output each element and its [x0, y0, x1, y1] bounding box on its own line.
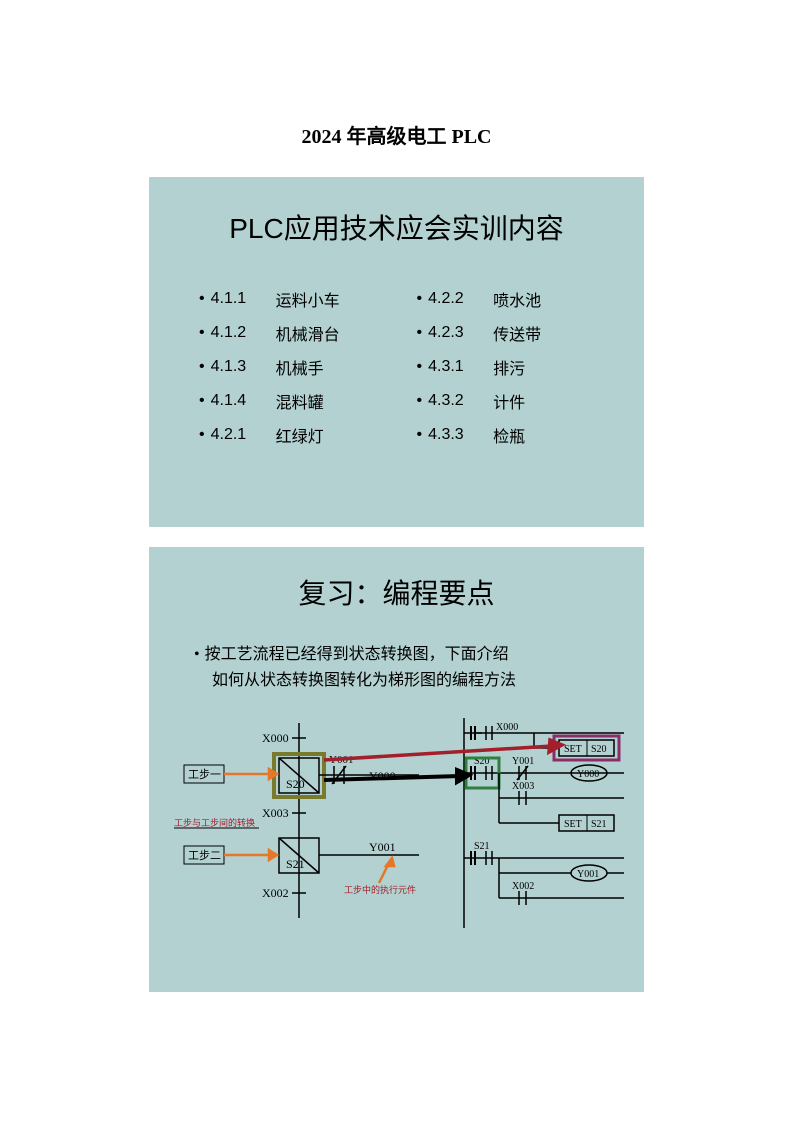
label-set-s20: SET	[564, 744, 582, 755]
label-set-s21-val: S21	[591, 819, 607, 830]
document-title: 2024 年高级电工 PLC	[95, 120, 698, 149]
toc-item: •4.3.1排污	[417, 350, 595, 384]
panel-review-desc: •按工艺流程已经得到状态转换图，下面介绍 如何从状态转换图转化为梯形图的编程方法	[174, 642, 619, 693]
label-y000-right: Y000	[577, 769, 599, 780]
panel-review: 复习：编程要点 •按工艺流程已经得到状态转换图，下面介绍 如何从状态转换图转化为…	[149, 547, 644, 992]
label-y001-right: Y001	[512, 756, 534, 767]
transition-annotation: 工步与工步间的转换	[174, 817, 255, 828]
toc-item: •4.3.3检瓶	[417, 418, 595, 452]
toc-col-left: •4.1.1运料小车 •4.1.2机械滑台 •4.1.3机械手 •4.1.4混料…	[199, 282, 377, 452]
label-s21-right: S21	[474, 841, 490, 852]
exec-annotation: 工步中的执行元件	[344, 884, 416, 895]
toc-col-right: •4.2.2喷水池 •4.2.3传送带 •4.3.1排污 •4.3.2计件 •4…	[417, 282, 595, 452]
step1-label: 工步一	[188, 768, 221, 781]
step2-label: 工步二	[188, 849, 221, 862]
toc-item: •4.2.2喷水池	[417, 282, 595, 316]
label-x003-right: X003	[512, 781, 534, 792]
toc-item: •4.2.1红绿灯	[199, 418, 377, 452]
toc-item: •4.2.3传送带	[417, 316, 595, 350]
toc-item: •4.1.1运料小车	[199, 282, 377, 316]
label-set-s21: SET	[564, 819, 582, 830]
panel-toc-title: PLC应用技术应会实训内容	[189, 207, 604, 247]
label-s21-left: S21	[286, 857, 305, 871]
label-set-s20-val: S20	[591, 744, 607, 755]
panel-review-title: 复习：编程要点	[174, 572, 619, 612]
label-x002-right: X002	[512, 881, 534, 892]
toc-grid: •4.1.1运料小车 •4.1.2机械滑台 •4.1.3机械手 •4.1.4混料…	[189, 282, 604, 452]
label-y001-left-bot: Y001	[369, 840, 396, 854]
toc-item: •4.1.3机械手	[199, 350, 377, 384]
label-y000-left: Y000	[369, 769, 396, 783]
label-x002-left: X002	[262, 886, 289, 900]
label-x000-right: X000	[496, 722, 518, 733]
label-x003-left: X003	[262, 806, 289, 820]
panel-toc: PLC应用技术应会实训内容 •4.1.1运料小车 •4.1.2机械滑台 •4.1…	[149, 177, 644, 527]
desc-line1: 按工艺流程已经得到状态转换图，下面介绍	[205, 646, 509, 663]
label-y001-out-right: Y001	[577, 869, 599, 880]
toc-item: •4.1.2机械滑台	[199, 316, 377, 350]
plc-diagram: X000 S20 Y001 Y000 X003 S21	[174, 718, 674, 948]
toc-item: •4.1.4混料罐	[199, 384, 377, 418]
toc-item: •4.3.2计件	[417, 384, 595, 418]
label-x000-left: X000	[262, 731, 289, 745]
desc-line2: 如何从状态转换图转化为梯形图的编程方法	[212, 672, 516, 689]
diagram-area: X000 S20 Y001 Y000 X003 S21	[174, 718, 619, 948]
label-s20-left: S20	[286, 777, 305, 791]
